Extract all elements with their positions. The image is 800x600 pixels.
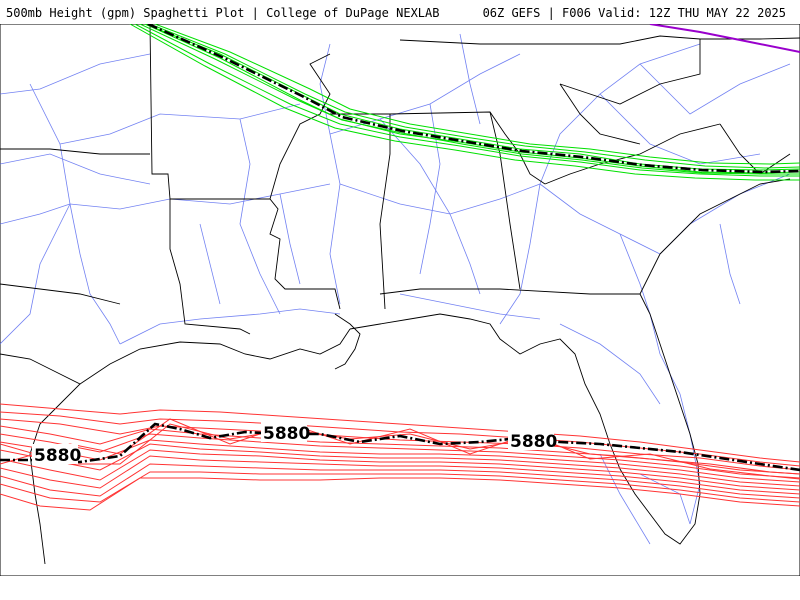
contour-label-bg-2 [261,422,307,442]
map-frame [0,24,800,576]
north-ensemble-mean [147,24,800,174]
purple-contour [649,24,800,53]
map-canvas: 5880 5880 5880 [0,24,800,576]
contour-label-1: 5880 [34,446,81,466]
contour-label-2: 5880 [263,424,310,444]
state-borders [0,24,800,335]
south-ensemble-members [0,403,800,511]
model-valid-time: 06Z GEFS | F006 Valid: 12Z THU MAY 22 20… [482,6,786,20]
map-panel: 5880 5880 5880 [0,24,800,576]
contour-label-bg-1 [32,444,78,464]
south-ensemble-mean [0,422,800,472]
header: 500mb Height (gpm) Spaghetti Plot | Coll… [0,0,800,24]
contour-label-bg-3 [508,430,554,450]
contour-label-3: 5880 [510,432,557,452]
plot-title: 500mb Height (gpm) Spaghetti Plot | Coll… [6,6,440,20]
